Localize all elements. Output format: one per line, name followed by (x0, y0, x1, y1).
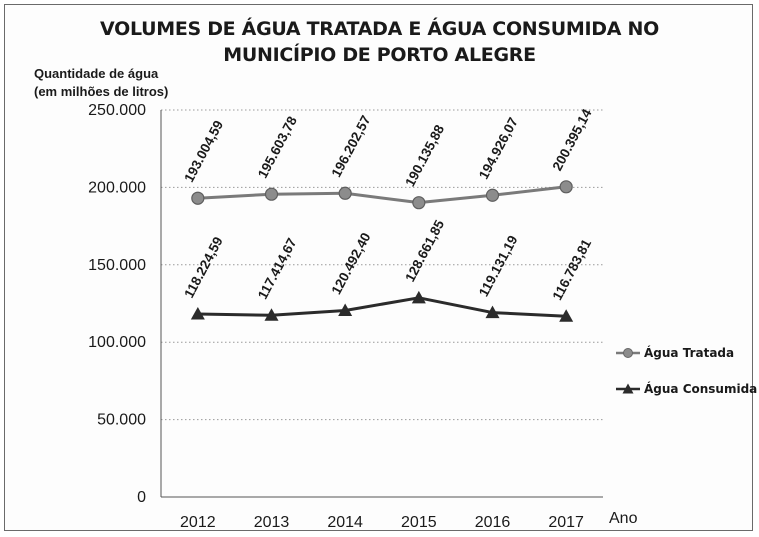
x-tick-label: 2016 (475, 514, 511, 531)
x-axis-label: Ano (609, 510, 638, 527)
data-label-agua-consumida: 128.661,85 (402, 217, 447, 284)
data-label-agua-tratada: 190.135,88 (402, 122, 447, 189)
data-point-agua-consumida (559, 309, 574, 322)
legend-triangle-marker-icon (616, 383, 640, 394)
x-tick-label: 2014 (327, 514, 363, 531)
data-point-agua-consumida (264, 308, 279, 321)
chart-frame (4, 4, 753, 531)
series-line-agua-tratada (197, 185, 567, 205)
series-line-agua-consumida (197, 296, 567, 318)
x-tick-label: 2015 (401, 514, 437, 531)
data-point-agua-tratada (338, 186, 352, 200)
y-tick-label: 150.000 (88, 257, 146, 274)
x-tick-label: 2012 (180, 514, 216, 531)
data-point-agua-tratada (559, 180, 573, 194)
legend-circle-marker-icon (616, 348, 640, 358)
data-point-agua-consumida (411, 290, 426, 304)
chart-title-line1: VOLUMES DE ÁGUA TRATADA E ÁGUA CONSUMIDA… (100, 18, 659, 40)
legend-label-agua-tratada: Água Tratada (644, 346, 735, 360)
y-tick-label: 100.000 (88, 334, 146, 351)
data-label-agua-consumida: 120.492,40 (329, 230, 374, 297)
legend-label-agua-consumida: Água Consumida (644, 382, 758, 396)
data-label-agua-tratada: 195.603,78 (255, 113, 300, 180)
data-label-agua-consumida: 118.224,59 (181, 234, 226, 300)
data-label-agua-consumida: 119.131,19 (476, 233, 521, 299)
y-tick-label: 0 (137, 489, 146, 506)
legend-item-agua-tratada: Água Tratada (616, 344, 734, 362)
chart-title-line2: MUNICÍPIO DE PORTO ALEGRE (223, 44, 536, 66)
data-point-agua-tratada (485, 188, 500, 202)
data-point-agua-tratada (412, 196, 426, 210)
legend-item-agua-consumida: Água Consumida (616, 380, 757, 398)
x-tick-label: 2013 (254, 514, 290, 531)
data-label-agua-tratada: 193.004,59 (181, 118, 226, 185)
data-label-agua-tratada: 194.926,07 (476, 115, 521, 182)
data-point-agua-consumida (190, 306, 205, 320)
y-axis-label-line1: Quantidade de água (34, 66, 159, 81)
data-point-agua-consumida (338, 303, 353, 316)
data-label-agua-consumida: 117.414,67 (255, 236, 300, 302)
data-point-agua-tratada (191, 191, 205, 205)
y-tick-label: 200.000 (88, 179, 146, 196)
y-axis-label-line2: (em milhões de litros) (34, 84, 169, 99)
data-label-agua-tratada: 196.202,57 (329, 113, 374, 180)
data-label-agua-consumida: 116.783,81 (550, 236, 595, 302)
x-tick-label: 2017 (548, 514, 584, 531)
y-tick-label: 250.000 (88, 102, 146, 119)
data-point-agua-consumida (485, 305, 500, 319)
data-point-agua-tratada (264, 187, 279, 201)
y-tick-label: 50.000 (97, 412, 146, 429)
data-label-agua-tratada: 200.395,14 (550, 106, 595, 173)
